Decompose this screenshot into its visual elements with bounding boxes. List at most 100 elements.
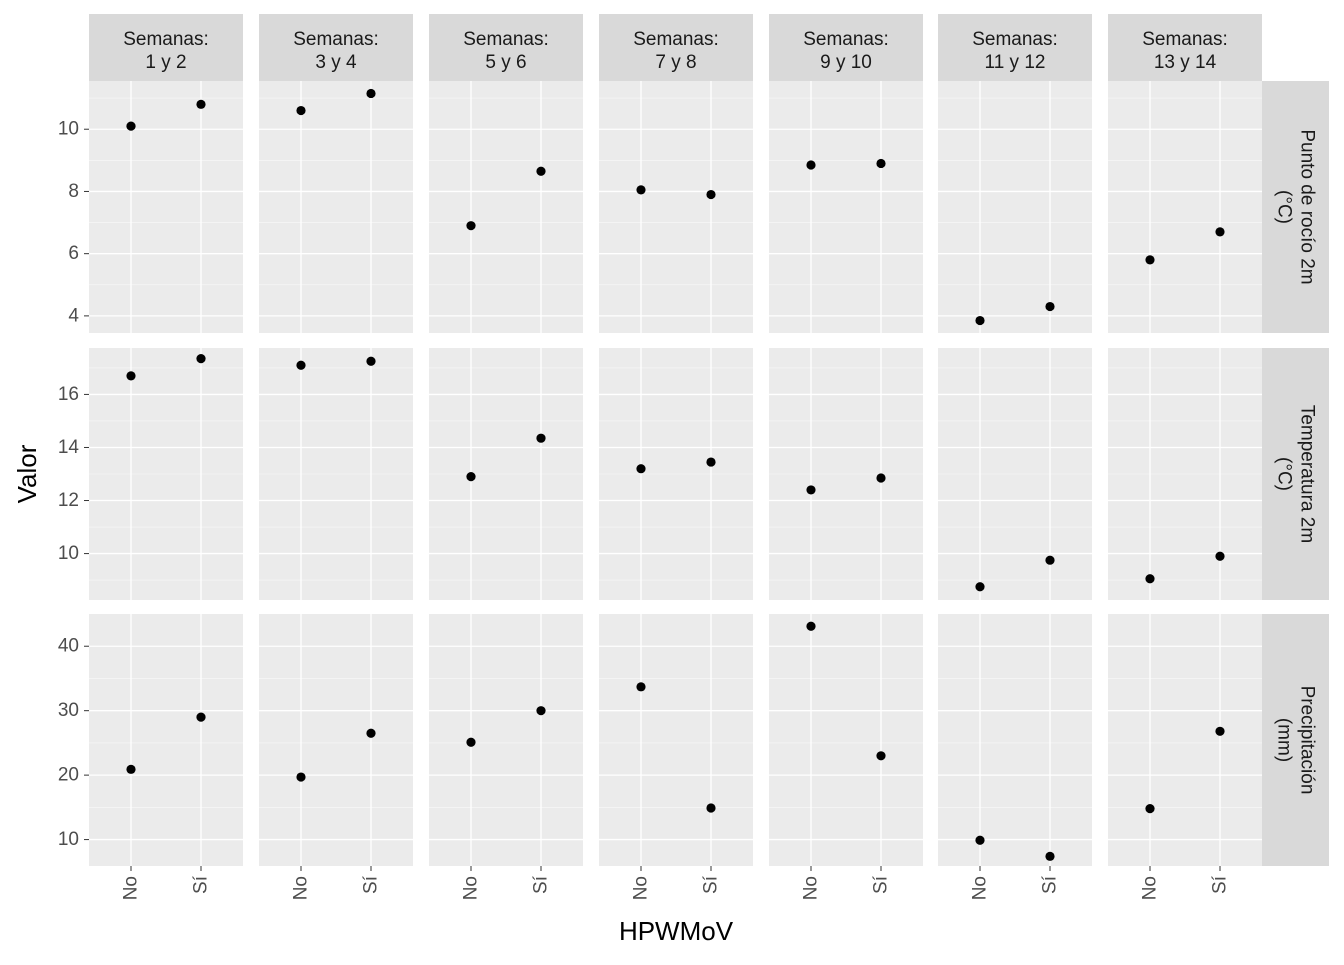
facet-panel: [938, 81, 1092, 333]
data-point: [1045, 301, 1055, 312]
column-strip: [938, 14, 1092, 81]
row-strip: [1262, 348, 1329, 600]
row-strip-label: Temperatura 2m: [1297, 405, 1318, 543]
data-point: [1215, 227, 1225, 237]
data-point: [1145, 804, 1155, 814]
panel-background: [938, 81, 1092, 333]
y-axis-title: Valor: [12, 444, 42, 503]
data-point: [296, 360, 306, 370]
panel-background: [599, 81, 753, 333]
column-strip-label: 9 y 10: [820, 52, 872, 73]
panel-background: [938, 614, 1092, 866]
data-point: [636, 185, 646, 195]
y-tick-label: 20: [58, 765, 79, 786]
data-point: [975, 315, 985, 326]
data-point: [806, 621, 816, 631]
x-tick-label: Sí: [531, 875, 552, 894]
y-tick-label: 14: [58, 437, 80, 458]
column-strip: [429, 14, 583, 81]
column-strip-label: Semanas:: [293, 29, 379, 50]
data-point: [706, 457, 716, 467]
data-point: [196, 712, 206, 722]
panel-background: [769, 81, 923, 333]
data-point: [806, 160, 816, 170]
data-point: [296, 105, 306, 116]
y-tick-label: 4: [68, 305, 79, 326]
column-strip-label: 1 y 2: [145, 52, 186, 73]
data-point: [296, 772, 306, 782]
y-tick-label: 30: [58, 700, 79, 721]
data-point: [636, 682, 646, 692]
x-tick-label: Sí: [191, 875, 212, 894]
data-point: [975, 835, 985, 845]
x-tick-label: No: [631, 876, 652, 900]
data-point: [126, 121, 136, 131]
panel-background: [89, 81, 243, 333]
column-strip-label: Semanas:: [123, 29, 209, 50]
column-strip: [1108, 14, 1262, 81]
column-strip-label: 13 y 14: [1154, 52, 1217, 73]
column-strip: [89, 14, 243, 81]
facet-panel: [769, 348, 923, 600]
column-strip: [769, 14, 923, 81]
data-point: [975, 582, 985, 592]
data-point: [1145, 574, 1155, 584]
facet-panel: [1108, 348, 1262, 600]
y-tick-label: 8: [68, 181, 79, 202]
data-point: [126, 371, 136, 381]
facet-panel: [259, 614, 413, 866]
x-tick-label: Sí: [701, 875, 722, 894]
panel-background: [599, 614, 753, 866]
data-point: [876, 751, 886, 761]
facet-panel: [259, 348, 413, 600]
column-strip-label: Semanas:: [633, 29, 719, 50]
data-point: [806, 485, 816, 495]
column-strip: [259, 14, 413, 81]
data-point: [1045, 851, 1055, 861]
facet-panel: [429, 348, 583, 600]
x-axis-title: HPWMoV: [619, 916, 734, 946]
column-strip: [599, 14, 753, 81]
data-point: [466, 221, 476, 231]
column-strip-label: 3 y 4: [315, 52, 357, 73]
y-tick-label: 10: [58, 119, 79, 140]
data-point: [636, 464, 646, 474]
facet-panel: [89, 81, 243, 333]
data-point: [196, 354, 206, 364]
column-strip-label: 7 y 8: [655, 52, 696, 73]
y-tick-label: 10: [58, 543, 79, 564]
data-point: [876, 473, 886, 483]
data-point: [1145, 255, 1155, 265]
column-strip-label: 11 y 12: [985, 52, 1046, 73]
x-tick-label: Sí: [1210, 875, 1231, 894]
x-tick-label: No: [121, 876, 142, 900]
y-tick-label: 12: [58, 490, 79, 511]
data-point: [366, 88, 376, 99]
y-tick-label: 40: [58, 636, 79, 657]
data-point: [536, 433, 546, 443]
facet-panel: [259, 81, 413, 333]
facet-panel: [1108, 81, 1262, 333]
data-point: [706, 803, 716, 813]
data-point: [366, 356, 376, 366]
x-tick-label: No: [801, 876, 822, 900]
panel-background: [259, 614, 413, 866]
data-point: [536, 706, 546, 716]
facet-panel: [89, 348, 243, 600]
data-point: [126, 764, 136, 774]
panel-background: [259, 81, 413, 333]
data-point: [196, 99, 206, 109]
panel-background: [429, 81, 583, 333]
x-tick-label: No: [291, 876, 312, 900]
column-strip-label: Semanas:: [803, 29, 889, 50]
facet-panel: [938, 614, 1092, 866]
panel-background: [89, 614, 243, 866]
x-tick-label: Sí: [1040, 875, 1061, 894]
row-strip-label: (°C): [1274, 457, 1295, 491]
facet-panel: [599, 348, 753, 600]
facet-panel: [769, 614, 923, 866]
facet-panel: [89, 614, 243, 866]
data-point: [1215, 726, 1225, 736]
data-point: [466, 737, 476, 747]
